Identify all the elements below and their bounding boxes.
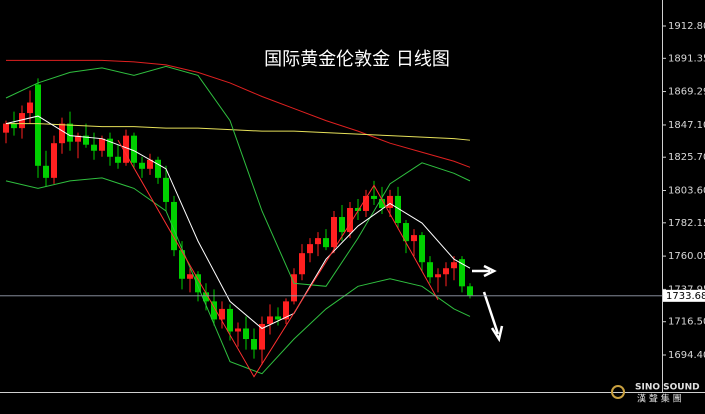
candle-body: [435, 274, 441, 278]
y-tick-label: 1847.10: [668, 120, 705, 131]
arrow-down: [482, 291, 504, 343]
candle-body: [307, 244, 313, 254]
candle-body: [323, 238, 329, 248]
candle-body: [35, 84, 41, 166]
candle-body: [355, 207, 361, 211]
candle-body: [171, 201, 177, 251]
candle-body: [371, 195, 377, 199]
y-tick-label: 1760.05: [668, 251, 705, 262]
candle-body: [235, 328, 241, 332]
y-tick-label: 1782.15: [668, 218, 705, 229]
watermark-name: SINO SOUND: [635, 383, 700, 393]
plot-area: [3, 59, 473, 378]
candle-body: [67, 123, 73, 142]
candle-body: [147, 159, 153, 169]
candle-body: [51, 143, 57, 178]
candle-body: [19, 113, 25, 129]
candle-body: [387, 195, 393, 208]
last-price-box: [663, 289, 705, 302]
last-price-label: 1733.68: [666, 291, 705, 302]
overlay-line: [6, 59, 471, 168]
candle-body: [427, 262, 433, 278]
candle-body: [259, 323, 265, 350]
y-tick-label: 1694.40: [668, 350, 705, 361]
candle-body: [467, 286, 473, 296]
candle-body: [299, 253, 305, 275]
candle-body: [363, 195, 369, 211]
candle-body: [83, 135, 89, 145]
candle-body: [315, 238, 321, 245]
candle-body: [443, 268, 449, 275]
candle-body: [347, 207, 353, 233]
candle-body: [251, 339, 257, 350]
candle-body: [403, 223, 409, 242]
candle-body: [283, 301, 289, 320]
candle-body: [195, 274, 201, 293]
candle-body: [131, 135, 137, 163]
overlay-line: [6, 123, 471, 141]
candle-body: [411, 235, 417, 242]
candle-body: [179, 250, 185, 279]
candle-body: [459, 259, 465, 287]
overlay-line: [5, 177, 471, 375]
candle-body: [331, 217, 337, 248]
candle-body: [139, 162, 145, 169]
candle-body: [99, 138, 105, 151]
candle-body: [115, 156, 121, 163]
y-tick-label: 1803.60: [668, 186, 705, 197]
candle-body: [155, 159, 161, 178]
candle-body: [379, 198, 385, 208]
candle-body: [211, 301, 217, 320]
candle-body: [163, 177, 169, 202]
candle-body: [187, 274, 193, 279]
candle-body: [203, 292, 209, 302]
candle-body: [123, 135, 129, 163]
y-tick-label: 1825.70: [668, 152, 705, 163]
y-tick-label: 1912.80: [668, 21, 705, 32]
arrow-right: [472, 264, 497, 278]
y-tick-label: 1716.50: [668, 317, 705, 328]
candle-body: [43, 165, 49, 178]
candle-body: [267, 316, 273, 324]
candle-body: [395, 195, 401, 224]
overlay-line: [5, 65, 471, 287]
candle-body: [107, 138, 113, 157]
candle-body: [291, 274, 297, 302]
overlay-line: [117, 139, 439, 378]
candle-body: [419, 235, 425, 263]
candle-body: [75, 135, 81, 142]
candle-body: [59, 123, 65, 144]
candle-body: [339, 217, 345, 233]
candle-body: [219, 308, 225, 320]
overlay-line: [5, 115, 471, 330]
candle-body: [227, 308, 233, 332]
candle-body: [243, 328, 249, 340]
y-tick-label: 1869.29: [668, 87, 705, 98]
candle-body: [27, 102, 33, 114]
y-tick-label: 1891.35: [668, 53, 705, 64]
candle-body: [275, 316, 281, 320]
watermark-sub: 漢 聲 集 團: [637, 393, 682, 405]
logo-icon: [611, 385, 625, 399]
candle-body: [11, 123, 17, 129]
candle-body: [451, 262, 457, 269]
candle-body: [3, 123, 9, 133]
candle-body: [91, 144, 97, 151]
chart-title: 国际黄金伦敦金 日线图: [264, 49, 450, 70]
